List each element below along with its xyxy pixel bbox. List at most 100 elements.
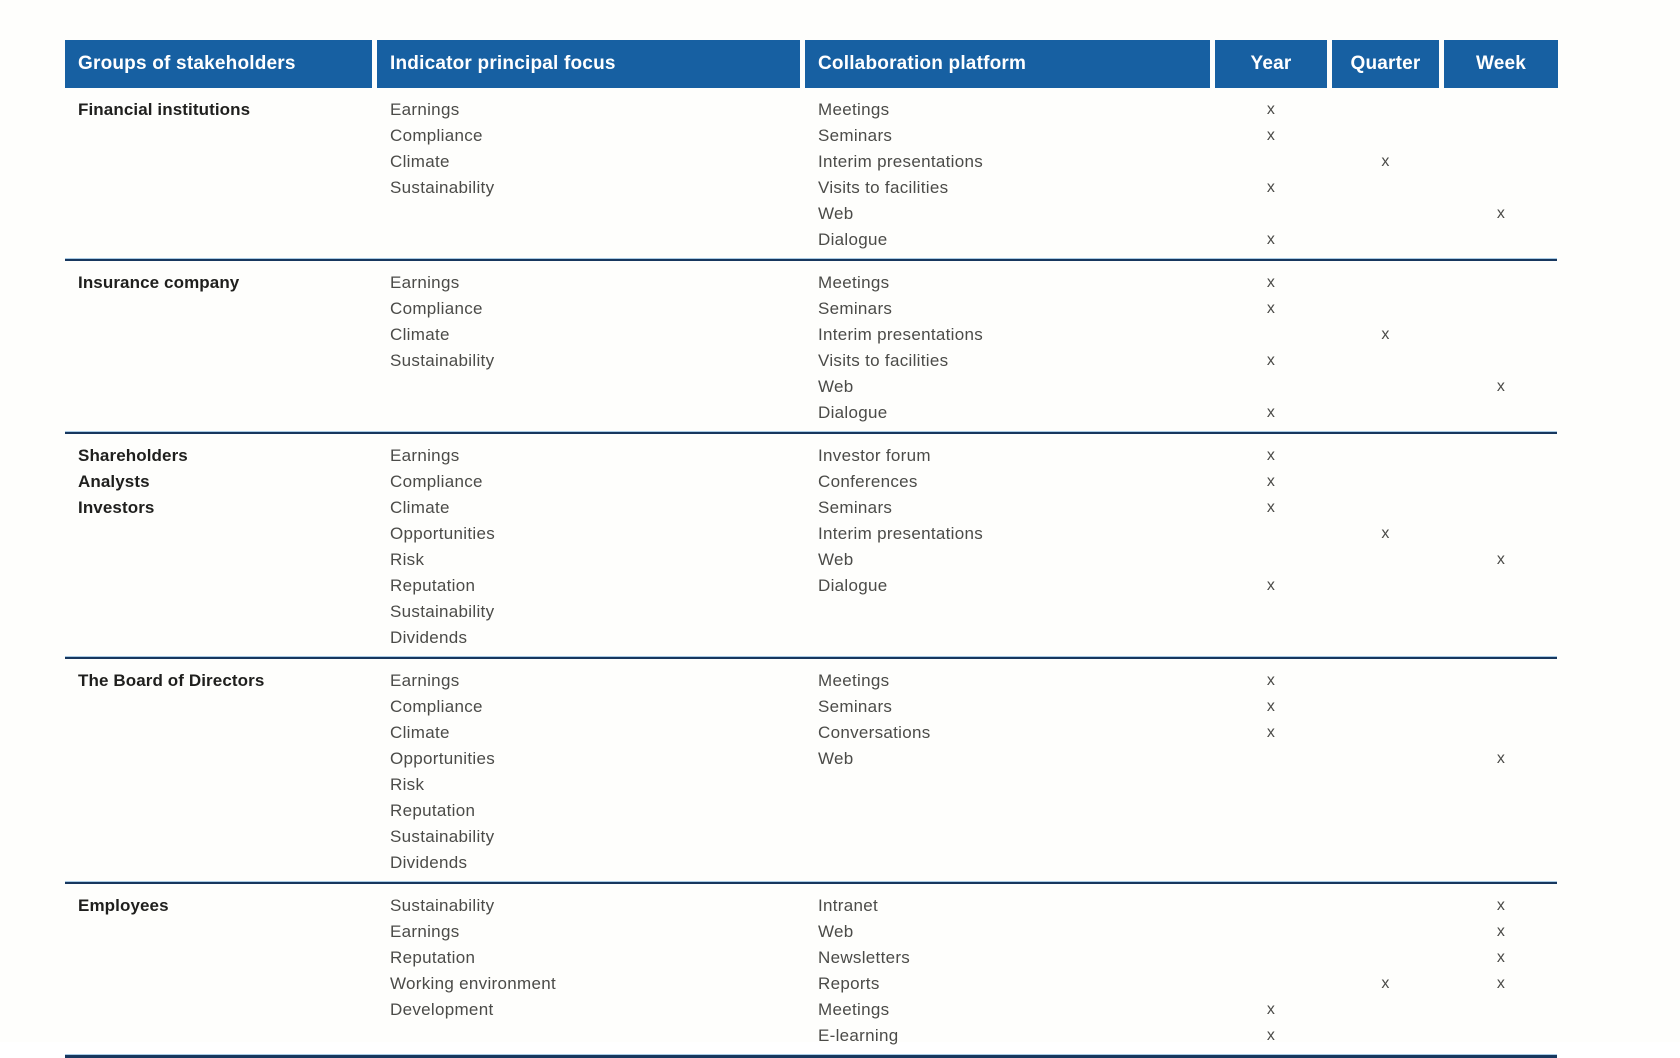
indicator-item: Risk <box>390 550 425 569</box>
indicator-item: Compliance <box>390 299 483 318</box>
group-divider <box>65 881 1557 884</box>
year-mark: x <box>1266 447 1276 464</box>
platform-item: Intranet <box>818 896 879 915</box>
stakeholder-group-row: Shareholders Analysts Investors Earnings Com… <box>65 434 1557 656</box>
year-mark <box>1215 521 1327 547</box>
indicator-item: Sustainability <box>390 602 495 621</box>
indicator-item: Risk <box>390 775 425 794</box>
indicators-cell: Earnings Compliance Climate Opportunities Ri… <box>377 443 800 651</box>
platform-item: Meetings <box>818 671 890 690</box>
platform-item: Dialogue <box>818 403 888 422</box>
quarter-mark: x <box>1381 326 1390 343</box>
platform-item: Dialogue <box>818 576 888 595</box>
week-mark <box>1444 443 1558 469</box>
year-mark <box>1215 893 1327 919</box>
platform-item: Dialogue <box>818 230 888 249</box>
platform-item: Interim presentations <box>818 524 984 543</box>
week-mark <box>1444 296 1558 322</box>
week-mark: x <box>1496 205 1506 222</box>
indicator-item: Reputation <box>390 576 476 595</box>
column-header-week: Week <box>1444 40 1558 88</box>
quarter-mark <box>1332 400 1439 426</box>
indicator-item: Opportunities <box>390 524 496 543</box>
indicator-item: Working environment <box>390 974 557 993</box>
quarter-mark <box>1332 97 1439 123</box>
year-mark: x <box>1266 724 1276 741</box>
quarter-marks-cell: x <box>1332 443 1439 651</box>
table-body: Financial institutions Earnings Compliance… <box>65 88 1557 1058</box>
indicator-item: Reputation <box>390 948 476 967</box>
week-mark <box>1444 997 1558 1023</box>
quarter-mark <box>1332 201 1439 227</box>
indicator-item: Sustainability <box>390 827 495 846</box>
platform-item: Web <box>818 749 854 768</box>
platform-item: Reports <box>818 974 880 993</box>
week-mark: x <box>1496 975 1506 992</box>
indicator-item: Earnings <box>390 671 460 690</box>
year-mark: x <box>1266 127 1276 144</box>
quarter-marks-cell: x <box>1332 270 1439 426</box>
indicator-item: Compliance <box>390 126 483 145</box>
platform-item: Meetings <box>818 1000 890 1019</box>
platform-item: Meetings <box>818 100 890 119</box>
quarter-mark: x <box>1381 153 1390 170</box>
quarter-mark <box>1332 469 1439 495</box>
year-mark: x <box>1266 672 1276 689</box>
quarter-marks-cell: x <box>1332 97 1439 253</box>
indicator-item: Earnings <box>390 922 460 941</box>
table-header-row: Groups of stakeholders Indicator princip… <box>65 40 1558 88</box>
indicator-item: Development <box>390 1000 494 1019</box>
indicators-cell: Sustainability Earnings Reputation Working … <box>377 893 800 1049</box>
quarter-mark <box>1332 893 1439 919</box>
platform-item: Seminars <box>818 126 893 145</box>
indicator-item: Opportunities <box>390 749 496 768</box>
week-marks-cell: x <box>1444 443 1558 651</box>
year-mark: x <box>1266 473 1276 490</box>
week-mark <box>1444 149 1558 175</box>
week-mark <box>1444 495 1558 521</box>
year-mark <box>1215 746 1327 772</box>
year-mark: x <box>1266 101 1276 118</box>
platforms-cell: Intranet Web Newsletters Reports Meetings E-l… <box>805 893 1210 1049</box>
stakeholder-name: Employees <box>78 896 169 915</box>
quarter-mark <box>1332 746 1439 772</box>
quarter-mark <box>1332 227 1439 253</box>
year-mark <box>1215 919 1327 945</box>
column-header-indicator-focus: Indicator principal focus <box>377 40 800 88</box>
week-mark <box>1444 694 1558 720</box>
quarter-mark <box>1332 694 1439 720</box>
platforms-cell: Meetings Seminars Interim presentations Vis… <box>805 97 1210 253</box>
stakeholder-name: Financial institutions <box>78 100 251 119</box>
platform-item: Investor forum <box>818 446 931 465</box>
year-mark: x <box>1266 231 1276 248</box>
week-mark: x <box>1496 949 1506 966</box>
stakeholders-cell: Financial institutions <box>65 97 372 253</box>
platform-item: Meetings <box>818 273 890 292</box>
platform-item: Seminars <box>818 697 893 716</box>
quarter-mark <box>1332 573 1439 599</box>
quarter-mark: x <box>1381 525 1390 542</box>
platform-item: Visits to facilities <box>818 178 949 197</box>
indicator-item: Sustainability <box>390 178 495 197</box>
stakeholder-group-row: Insurance company Earnings Compliance Clima… <box>65 261 1557 431</box>
year-mark: x <box>1266 1027 1276 1044</box>
stakeholders-cell: Insurance company <box>65 270 372 426</box>
stakeholders-cell: The Board of Directors <box>65 668 372 876</box>
platform-item: E-learning <box>818 1026 899 1045</box>
stakeholder-name: The Board of Directors <box>78 671 265 690</box>
stakeholder-name: Investors <box>78 498 155 517</box>
stakeholder-name: Insurance company <box>78 273 240 292</box>
quarter-mark <box>1332 547 1439 573</box>
week-mark <box>1444 227 1558 253</box>
stakeholder-name: Analysts <box>78 472 150 491</box>
stakeholder-group-row: The Board of Directors Earnings Compliance… <box>65 659 1557 881</box>
week-mark <box>1444 400 1558 426</box>
week-mark <box>1444 270 1558 296</box>
indicator-item: Climate <box>390 498 450 517</box>
platform-item: Seminars <box>818 498 893 517</box>
platform-item: Web <box>818 922 854 941</box>
